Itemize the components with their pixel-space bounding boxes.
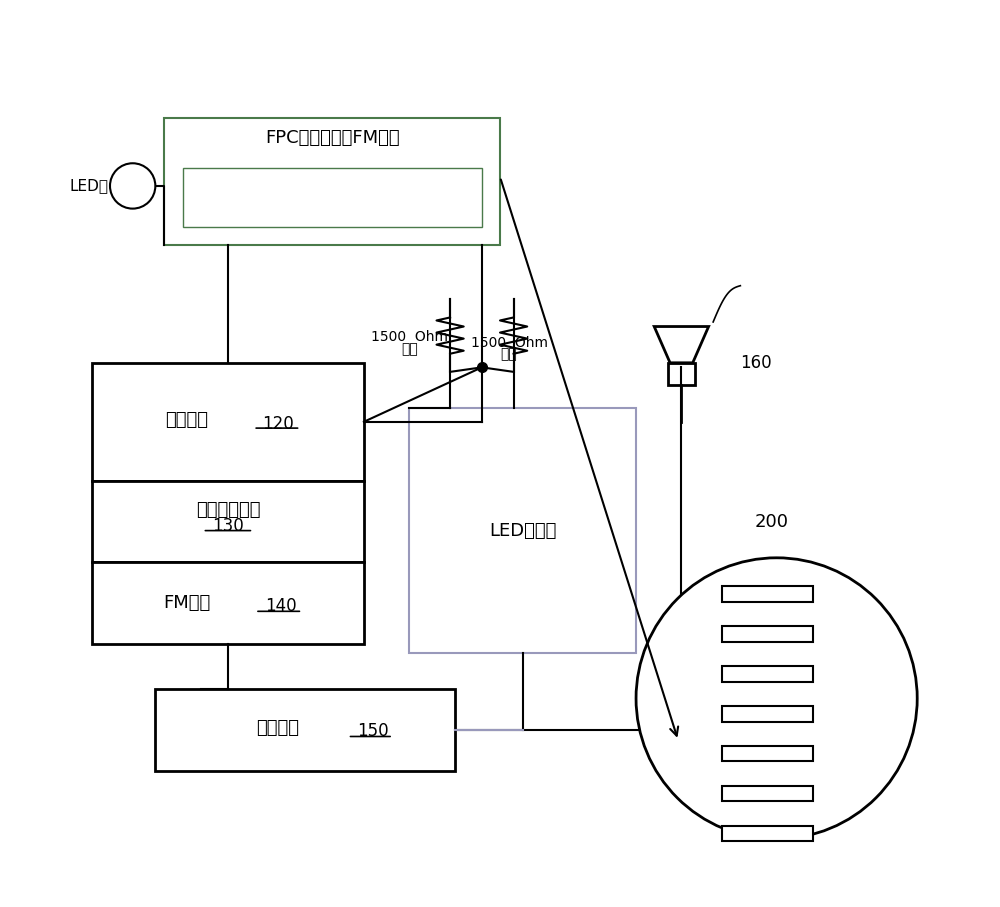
FancyBboxPatch shape: [92, 481, 364, 562]
FancyBboxPatch shape: [183, 168, 482, 227]
FancyBboxPatch shape: [409, 408, 636, 653]
FancyBboxPatch shape: [155, 689, 455, 771]
FancyBboxPatch shape: [668, 363, 695, 385]
FancyBboxPatch shape: [722, 666, 813, 682]
Text: FPC部分复用为FM天线: FPC部分复用为FM天线: [265, 129, 400, 147]
Text: 基带芯片: 基带芯片: [256, 719, 299, 737]
Text: 1500  Ohm: 1500 Ohm: [471, 336, 548, 350]
FancyBboxPatch shape: [722, 785, 813, 802]
FancyBboxPatch shape: [92, 363, 364, 481]
Polygon shape: [654, 327, 709, 363]
Circle shape: [636, 558, 917, 839]
Text: 200: 200: [755, 512, 789, 531]
FancyBboxPatch shape: [722, 746, 813, 761]
FancyBboxPatch shape: [722, 586, 813, 602]
FancyBboxPatch shape: [92, 562, 364, 644]
Text: FM芯片: FM芯片: [163, 594, 211, 612]
Text: 匹配电路: 匹配电路: [166, 411, 209, 429]
FancyBboxPatch shape: [164, 118, 500, 245]
Text: 160: 160: [740, 354, 772, 372]
FancyBboxPatch shape: [722, 626, 813, 642]
Text: 1500  Ohm: 1500 Ohm: [371, 330, 448, 345]
Text: LED灯电路: LED灯电路: [489, 522, 556, 540]
FancyBboxPatch shape: [722, 706, 813, 722]
Text: 130: 130: [212, 517, 244, 535]
Text: 低噪声放大器: 低噪声放大器: [196, 501, 260, 519]
Text: 120: 120: [262, 415, 294, 434]
Circle shape: [110, 163, 155, 209]
Text: 磁珠: 磁珠: [501, 347, 517, 362]
Text: 140: 140: [265, 597, 296, 615]
Text: 磁珠: 磁珠: [401, 342, 418, 356]
Text: 150: 150: [357, 722, 389, 740]
FancyBboxPatch shape: [722, 825, 813, 842]
Text: LED灯: LED灯: [69, 179, 108, 193]
